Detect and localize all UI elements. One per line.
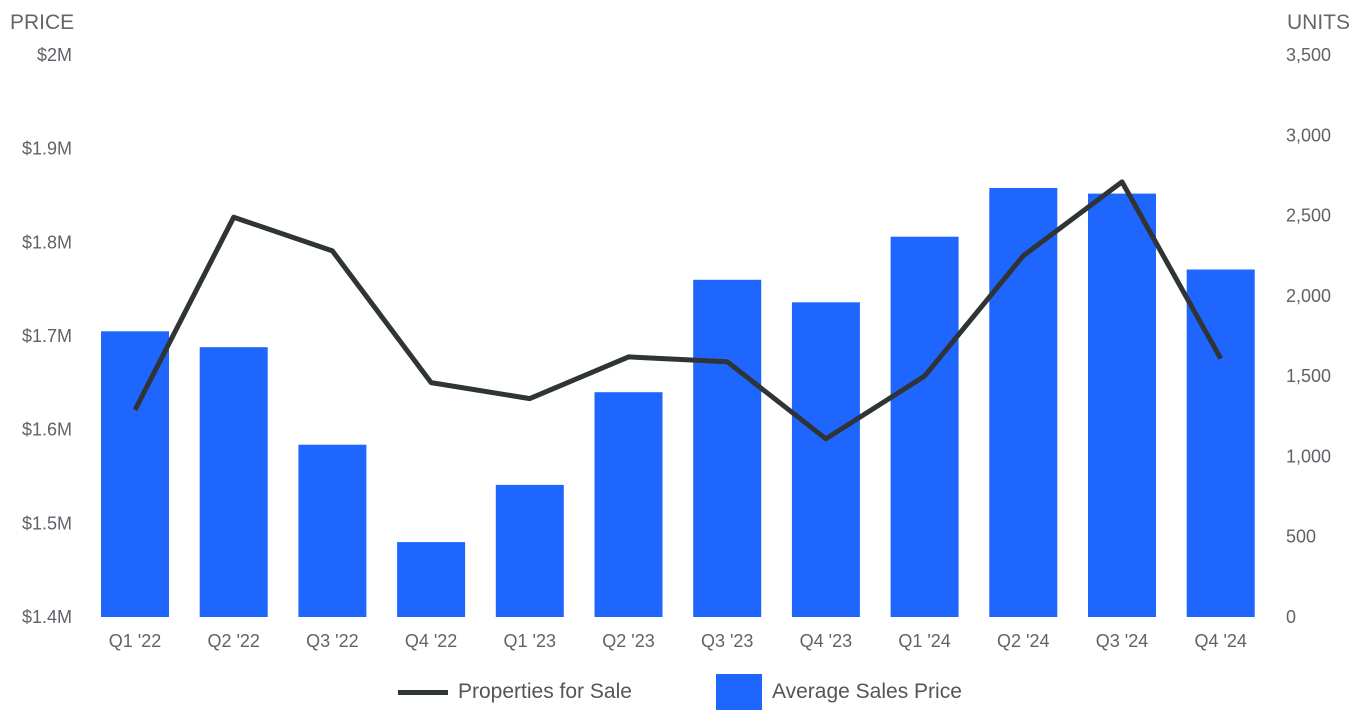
right-tick-label-5: 2,500: [1286, 206, 1331, 226]
x-tick-label-8: Q1 '24: [898, 631, 950, 651]
x-tick-label-3: Q4 '22: [405, 631, 457, 651]
x-tick-label-10: Q3 '24: [1096, 631, 1148, 651]
bar-9: [989, 188, 1057, 617]
legend-label-properties-for-sale: Properties for Sale: [458, 680, 632, 704]
bar-8: [891, 237, 959, 617]
x-tick-label-0: Q1 '22: [109, 631, 161, 651]
bar-7: [792, 302, 860, 617]
left-tick-label-6: $2M: [37, 45, 72, 65]
x-tick-label-9: Q2 '24: [997, 631, 1049, 651]
x-tick-label-7: Q4 '23: [800, 631, 852, 651]
right-tick-label-6: 3,000: [1286, 125, 1331, 145]
left-tick-label-2: $1.6M: [22, 420, 72, 440]
left-tick-label-4: $1.8M: [22, 232, 72, 252]
right-tick-label-4: 2,000: [1286, 286, 1331, 306]
right-ticks-layer: 0 500 1,000 1,500 2,000 2,500 3,000 3,500: [1286, 45, 1331, 627]
legend-item-properties-for-sale: Properties for Sale: [398, 674, 632, 710]
legend-label-average-sales-price: Average Sales Price: [772, 680, 962, 704]
bars-layer: [101, 188, 1255, 617]
bar-3: [397, 542, 465, 617]
bar-11: [1187, 270, 1255, 618]
left-tick-label-5: $1.9M: [22, 139, 72, 159]
bar-0: [101, 331, 169, 617]
bar-4: [496, 485, 564, 617]
left-ticks-layer: $1.4M $1.5M $1.6M $1.7M $1.8M $1.9M $2M: [22, 45, 72, 627]
left-tick-label-1: $1.5M: [22, 513, 72, 533]
right-tick-label-7: 3,500: [1286, 45, 1331, 65]
bar-2: [298, 445, 366, 617]
legend-line-swatch: [398, 690, 448, 695]
legend-item-average-sales-price: Average Sales Price: [716, 674, 962, 710]
right-tick-label-3: 1,500: [1286, 366, 1331, 386]
x-ticks-layer: Q1 '22 Q2 '22 Q3 '22 Q4 '22 Q1 '23 Q2 '23 Q3 '…: [109, 631, 1247, 651]
left-tick-label-0: $1.4M: [22, 607, 72, 627]
right-tick-label-2: 1,000: [1286, 446, 1331, 466]
bar-6: [693, 280, 761, 617]
series-line-properties-for-sale: [135, 182, 1221, 439]
x-tick-label-1: Q2 '22: [207, 631, 259, 651]
bar-10: [1088, 194, 1156, 617]
bar-1: [200, 347, 268, 617]
x-tick-label-11: Q4 '24: [1194, 631, 1246, 651]
x-tick-label-6: Q3 '23: [701, 631, 753, 651]
left-tick-label-3: $1.7M: [22, 326, 72, 346]
x-tick-label-5: Q2 '23: [602, 631, 654, 651]
legend-bar-swatch: [716, 674, 762, 710]
line-layer: [135, 182, 1221, 439]
x-tick-label-4: Q1 '23: [504, 631, 556, 651]
bar-5: [595, 392, 663, 617]
right-tick-label-1: 500: [1286, 527, 1316, 547]
right-tick-label-0: 0: [1286, 607, 1296, 627]
x-tick-label-2: Q3 '22: [306, 631, 358, 651]
